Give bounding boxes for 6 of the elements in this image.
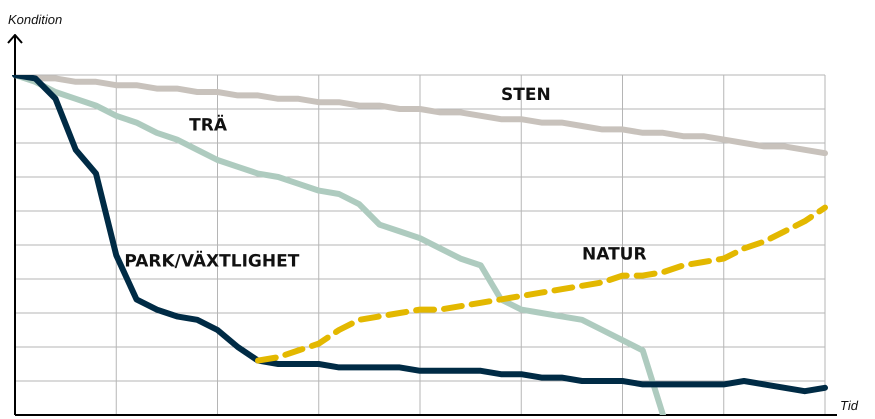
series-label: NATUR xyxy=(582,244,647,265)
series-label: STEN xyxy=(501,84,551,105)
series-label: PARK/VÄXTLIGHET xyxy=(124,250,300,272)
y-axis-title: Kondition xyxy=(8,12,62,27)
series-label: TRÄ xyxy=(189,114,228,136)
x-axis-title: Tid xyxy=(840,398,859,414)
